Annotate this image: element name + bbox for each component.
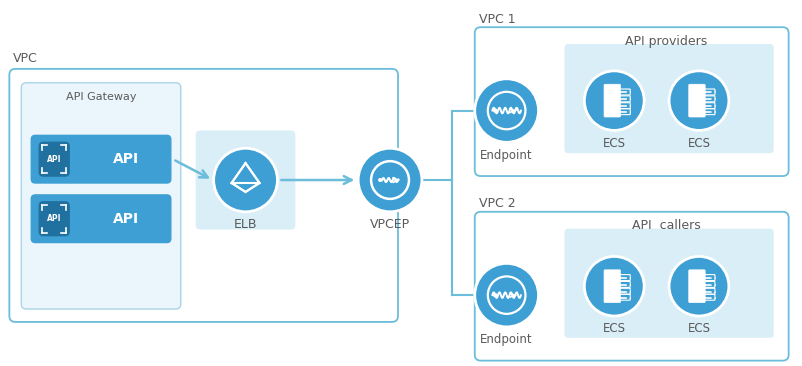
Circle shape [378, 178, 382, 182]
Text: VPC 1: VPC 1 [478, 13, 515, 26]
Text: Endpoint: Endpoint [480, 333, 533, 346]
FancyBboxPatch shape [10, 69, 398, 322]
Text: VPC 2: VPC 2 [478, 197, 515, 210]
FancyBboxPatch shape [39, 142, 69, 176]
Circle shape [626, 296, 629, 299]
Text: ECS: ECS [687, 322, 710, 335]
Text: API providers: API providers [625, 34, 707, 48]
Text: API: API [113, 152, 139, 166]
Circle shape [584, 257, 643, 316]
Circle shape [711, 111, 714, 113]
Text: API: API [47, 155, 62, 164]
Text: ECS: ECS [687, 137, 710, 150]
FancyBboxPatch shape [39, 202, 69, 236]
Text: Endpoint: Endpoint [480, 149, 533, 162]
FancyBboxPatch shape [31, 135, 171, 183]
Circle shape [711, 98, 714, 101]
Circle shape [474, 264, 538, 327]
Circle shape [492, 108, 496, 113]
FancyBboxPatch shape [688, 84, 704, 117]
Text: ECS: ECS [602, 322, 625, 335]
Circle shape [668, 71, 728, 130]
Circle shape [626, 91, 629, 94]
Circle shape [668, 257, 728, 316]
Circle shape [584, 71, 643, 130]
FancyBboxPatch shape [474, 27, 788, 176]
Text: ELB: ELB [233, 218, 257, 231]
Circle shape [626, 111, 629, 113]
Text: VPCEP: VPCEP [370, 218, 410, 231]
Text: API: API [113, 212, 139, 226]
Circle shape [711, 290, 714, 293]
Circle shape [213, 148, 277, 212]
Circle shape [711, 296, 714, 299]
FancyBboxPatch shape [603, 84, 620, 117]
Text: API  callers: API callers [631, 219, 700, 232]
Circle shape [711, 276, 714, 279]
Circle shape [711, 91, 714, 94]
Text: API: API [47, 214, 62, 223]
FancyBboxPatch shape [603, 270, 620, 303]
Circle shape [711, 283, 714, 286]
FancyBboxPatch shape [564, 44, 773, 153]
Circle shape [626, 98, 629, 101]
Circle shape [626, 283, 629, 286]
Text: API Gateway: API Gateway [66, 92, 136, 102]
FancyBboxPatch shape [196, 130, 295, 229]
FancyBboxPatch shape [688, 270, 704, 303]
Circle shape [626, 105, 629, 108]
FancyBboxPatch shape [31, 195, 171, 243]
Circle shape [358, 148, 421, 212]
Circle shape [711, 105, 714, 108]
FancyBboxPatch shape [474, 212, 788, 361]
Circle shape [474, 79, 538, 142]
FancyBboxPatch shape [564, 229, 773, 338]
FancyBboxPatch shape [22, 83, 180, 309]
Text: VPC: VPC [14, 52, 38, 66]
Circle shape [626, 290, 629, 293]
Text: ECS: ECS [602, 137, 625, 150]
Circle shape [492, 293, 496, 297]
Circle shape [626, 276, 629, 279]
